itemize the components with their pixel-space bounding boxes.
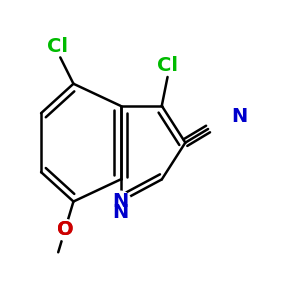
- Text: N: N: [231, 107, 248, 126]
- Text: O: O: [57, 220, 73, 239]
- Circle shape: [55, 219, 75, 240]
- Text: Cl: Cl: [47, 37, 68, 56]
- Text: Cl: Cl: [157, 56, 178, 76]
- Text: N: N: [112, 192, 129, 211]
- Text: O: O: [57, 220, 73, 239]
- Circle shape: [110, 191, 131, 212]
- Text: N: N: [112, 203, 129, 222]
